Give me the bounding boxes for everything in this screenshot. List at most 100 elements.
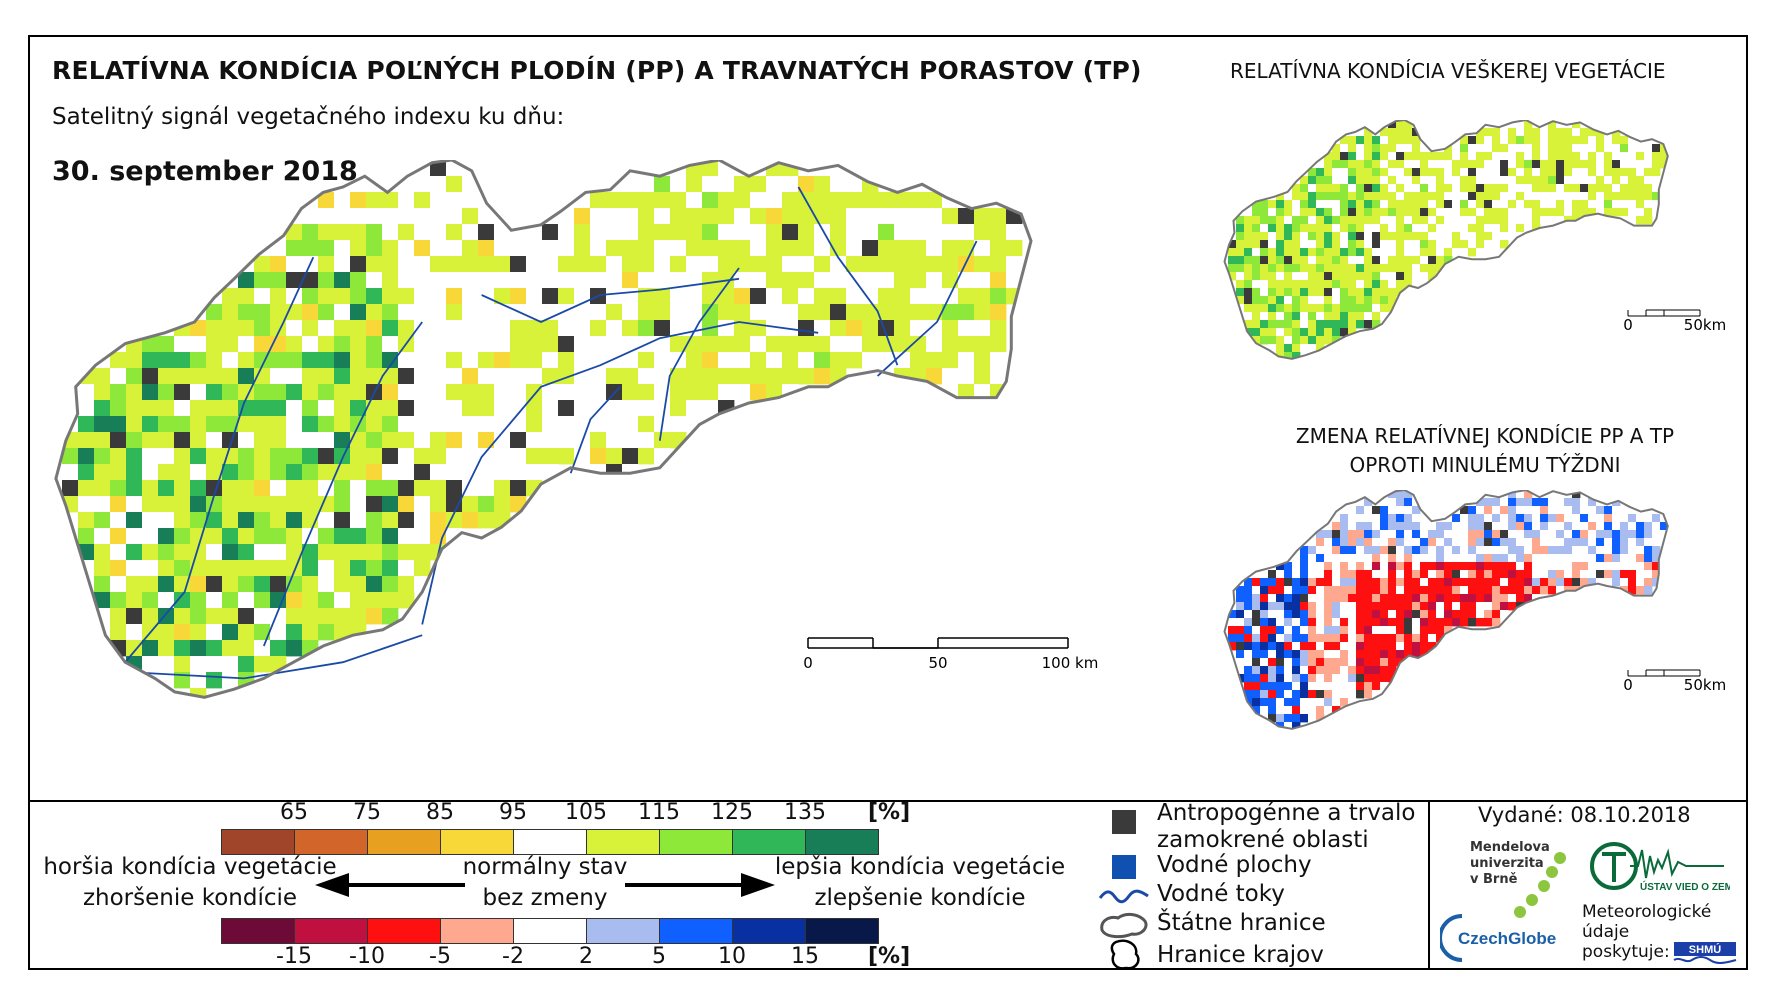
map-cell bbox=[1500, 586, 1509, 595]
map-cell bbox=[638, 176, 655, 193]
map-cell bbox=[702, 368, 719, 385]
map-cell bbox=[1412, 570, 1421, 579]
map-cell bbox=[1412, 578, 1421, 587]
map-cell bbox=[366, 304, 383, 321]
map-cell bbox=[1644, 514, 1653, 523]
map-cell bbox=[1308, 706, 1317, 715]
map-cell bbox=[1380, 642, 1389, 651]
map-cell bbox=[110, 464, 127, 481]
czechglobe-text: CzechGlobe bbox=[1458, 929, 1556, 948]
map-cell bbox=[398, 192, 415, 209]
map-cell bbox=[606, 192, 623, 209]
map-cell bbox=[1540, 586, 1549, 595]
map-cell bbox=[1572, 176, 1581, 185]
map-cell bbox=[142, 448, 159, 465]
map-cell bbox=[1548, 152, 1557, 161]
map-cell bbox=[1300, 296, 1309, 305]
map-cell bbox=[990, 352, 1007, 369]
map-cell bbox=[1228, 642, 1237, 651]
map-cell bbox=[1420, 264, 1429, 273]
map-cell bbox=[1332, 264, 1341, 273]
map-cell bbox=[1252, 200, 1261, 209]
map-cell bbox=[1572, 128, 1581, 137]
map-cell bbox=[670, 256, 687, 273]
map-cell bbox=[334, 448, 351, 465]
map-cell bbox=[190, 496, 207, 513]
meteo-line1: Meteorologické bbox=[1582, 902, 1712, 922]
map-cell bbox=[1460, 240, 1469, 249]
map-cell bbox=[1604, 546, 1613, 555]
map-cell bbox=[1420, 168, 1429, 177]
map-cell bbox=[686, 192, 703, 209]
map-cell bbox=[1300, 336, 1309, 345]
map-cell bbox=[814, 240, 831, 257]
map-cell bbox=[718, 320, 735, 337]
map-cell bbox=[238, 480, 255, 497]
map-cell bbox=[1596, 192, 1605, 201]
map-cell bbox=[1524, 128, 1533, 137]
map-cell bbox=[1476, 192, 1485, 201]
map-cell bbox=[286, 480, 303, 497]
map-cell bbox=[366, 368, 383, 385]
map-cell bbox=[1388, 578, 1397, 587]
map-cell bbox=[1300, 570, 1309, 579]
map-cell bbox=[574, 400, 591, 417]
map-cell bbox=[974, 304, 991, 321]
map-cell bbox=[942, 304, 959, 321]
map-cell bbox=[894, 272, 911, 289]
map-cell bbox=[1588, 514, 1597, 523]
map-cell bbox=[334, 240, 351, 257]
map-cell bbox=[110, 544, 127, 561]
map-cell bbox=[1612, 144, 1621, 153]
map-cell bbox=[990, 224, 1007, 241]
map-cell bbox=[510, 336, 527, 353]
map-cell bbox=[1612, 522, 1621, 531]
map-cell bbox=[1292, 232, 1301, 241]
map-cell bbox=[190, 608, 207, 625]
condition-tick: 135 bbox=[784, 800, 826, 825]
map-cell bbox=[158, 640, 175, 657]
map-cell bbox=[1348, 546, 1357, 555]
map-cell bbox=[1412, 136, 1421, 145]
map-cell bbox=[1332, 200, 1341, 209]
map-cell bbox=[798, 208, 815, 225]
map-cell bbox=[1572, 200, 1581, 209]
map-cell bbox=[846, 256, 863, 273]
map-cell bbox=[398, 288, 415, 305]
map-cell bbox=[1388, 506, 1397, 515]
map-cell bbox=[1460, 578, 1469, 587]
map-cell bbox=[1340, 248, 1349, 257]
map-cell bbox=[462, 496, 479, 513]
map-cell bbox=[1332, 522, 1341, 531]
map-cell bbox=[1372, 296, 1381, 305]
map-cell bbox=[1364, 208, 1373, 217]
map-cell bbox=[1484, 168, 1493, 177]
map-cell bbox=[1636, 530, 1645, 539]
map-cell bbox=[254, 464, 271, 481]
map-cell bbox=[1340, 562, 1349, 571]
map-cell bbox=[1476, 152, 1485, 161]
map-cell bbox=[1532, 506, 1541, 515]
map-cell bbox=[174, 528, 191, 545]
map-cell bbox=[1268, 682, 1277, 691]
map-cell bbox=[1308, 618, 1317, 627]
map-cell bbox=[1588, 562, 1597, 571]
map-cell bbox=[830, 304, 847, 321]
map-cell bbox=[1300, 682, 1309, 691]
map-cell bbox=[1540, 554, 1549, 563]
map-cell bbox=[1572, 522, 1581, 531]
map-cell bbox=[1356, 682, 1365, 691]
map-cell bbox=[1332, 554, 1341, 563]
map-cell bbox=[222, 384, 239, 401]
map-cell bbox=[1316, 248, 1325, 257]
map-cell bbox=[1452, 554, 1461, 563]
map-cell bbox=[1292, 650, 1301, 659]
map-cell bbox=[1428, 224, 1437, 233]
map-cell bbox=[1292, 570, 1301, 579]
map-cell bbox=[1356, 152, 1365, 161]
map-cell bbox=[1564, 192, 1573, 201]
map-cell bbox=[1396, 586, 1405, 595]
map-cell bbox=[1284, 594, 1293, 603]
map-cell bbox=[1412, 538, 1421, 547]
map-cell bbox=[830, 320, 847, 337]
